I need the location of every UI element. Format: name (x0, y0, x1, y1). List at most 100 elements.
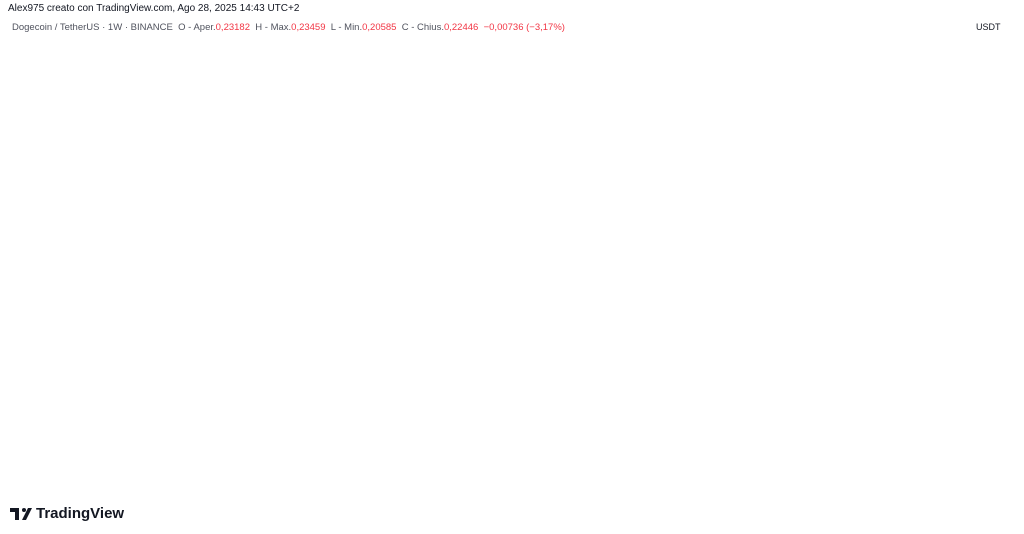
candle-body (77, 435, 90, 450)
time-tick-label: 2025 (385, 481, 405, 491)
candle (897, 288, 910, 327)
candle-body (389, 158, 402, 207)
callout-text: 0,12986 (621, 402, 661, 414)
badge-box (655, 259, 693, 274)
high-label: H - Max. (255, 22, 292, 33)
candle (487, 273, 500, 309)
time-tick-label: Nov (240, 481, 257, 491)
price-pill (967, 313, 1011, 325)
candle-body (815, 344, 828, 373)
candle (635, 350, 648, 390)
candle (684, 290, 697, 333)
candle-body (799, 373, 812, 376)
price-tick-label: 0,38000 (976, 157, 1009, 167)
candle-body (421, 183, 435, 207)
change-value: −0,00736 (−3,17%) (483, 22, 565, 33)
candle (717, 311, 730, 358)
candle-body (618, 382, 631, 389)
candle-body (897, 308, 910, 310)
candle-body (585, 377, 599, 396)
candle (274, 61, 287, 185)
candle (372, 142, 385, 236)
candle-body (684, 311, 697, 313)
fib-0-label: 0,00% (252, 453, 278, 463)
badge-pointer (194, 389, 203, 394)
callout-box (613, 399, 667, 416)
fib-50-may-label: 50,00% (763, 337, 794, 347)
candle-body (274, 111, 287, 175)
open-value: 0,23182 (215, 22, 250, 33)
time-tick-label: Set (93, 481, 107, 491)
high-value: 0,23459 (291, 22, 326, 33)
price-tick-label: 0,36000 (976, 177, 1009, 187)
price-tick-label: 0,30000 (976, 238, 1009, 248)
candle (471, 255, 484, 302)
callout-text: 0,48434 (325, 41, 366, 53)
time-tick-label: Giu (733, 481, 747, 491)
price-pill (967, 394, 1011, 406)
symbol-name[interactable]: Dogecoin / TetherUS · 1W · BINANCE (12, 22, 173, 33)
price-tick-label: 0,14000 (976, 407, 1009, 417)
candle (618, 374, 631, 396)
candle-body (290, 101, 303, 112)
candle (225, 364, 238, 404)
badge-pointer (834, 255, 842, 260)
candle (782, 372, 795, 396)
candle-body (28, 440, 41, 444)
candle (356, 201, 369, 239)
brand-name: TradingView (36, 505, 125, 522)
candle-body (307, 74, 320, 102)
support-label: Supporto (332, 278, 390, 293)
pct-badge-27-59: 27.59% (179, 376, 217, 394)
candle (438, 200, 451, 294)
candle-body (553, 373, 566, 377)
candle (143, 412, 156, 441)
candle (110, 436, 123, 450)
price-pill-text: 0,22446 (973, 314, 1006, 324)
tradingview-logo[interactable]: TradingView (10, 505, 124, 522)
candle (44, 440, 57, 446)
support-50-right-label: 50,00% (473, 261, 504, 271)
candle (913, 298, 927, 335)
badge-pointer (522, 292, 531, 297)
candle (831, 263, 845, 355)
price-tick-label: 0,32000 (976, 218, 1009, 228)
badge-text: 27.59% (183, 379, 214, 389)
candle (77, 433, 90, 451)
candle-body (11, 415, 25, 441)
badge-text: 83.49% (232, 226, 263, 236)
candle (28, 439, 41, 463)
badge-text: 37.87% (823, 245, 854, 255)
candle-body (881, 309, 894, 345)
price-tick-label: 0,28000 (976, 258, 1009, 268)
candle (700, 288, 713, 330)
candle (175, 429, 189, 442)
candle-body (733, 349, 746, 360)
candle (126, 433, 139, 446)
tradingview-logo-icon (10, 507, 32, 520)
price-tick-label: 0,10000 (976, 440, 1009, 450)
badge-box (179, 376, 217, 391)
candle (569, 337, 582, 379)
pct-badge-83-49: 83.49% (229, 223, 267, 242)
price-tick-label: 0,46000 (976, 76, 1009, 86)
badge-box (819, 242, 857, 256)
price-tick-label: 0,42000 (976, 117, 1009, 127)
candle (257, 102, 271, 271)
candle (930, 308, 943, 338)
candle-body (126, 439, 139, 442)
open-label: O - Aper. (178, 22, 216, 33)
price-tick-label: 0,24000 (976, 298, 1009, 308)
price-tick-label: 0,22000 (976, 326, 1009, 336)
candle-body (323, 74, 336, 134)
time-tick-label: Mag (665, 481, 683, 491)
time-tick-label: Dic (307, 481, 320, 491)
candle-body (471, 278, 484, 295)
lightning-icon[interactable] (930, 458, 946, 474)
last-price-label: 0,22446 (967, 313, 1011, 325)
candle (389, 142, 402, 227)
candle (815, 329, 828, 375)
candle-body (93, 447, 107, 450)
candle-body (143, 419, 156, 440)
